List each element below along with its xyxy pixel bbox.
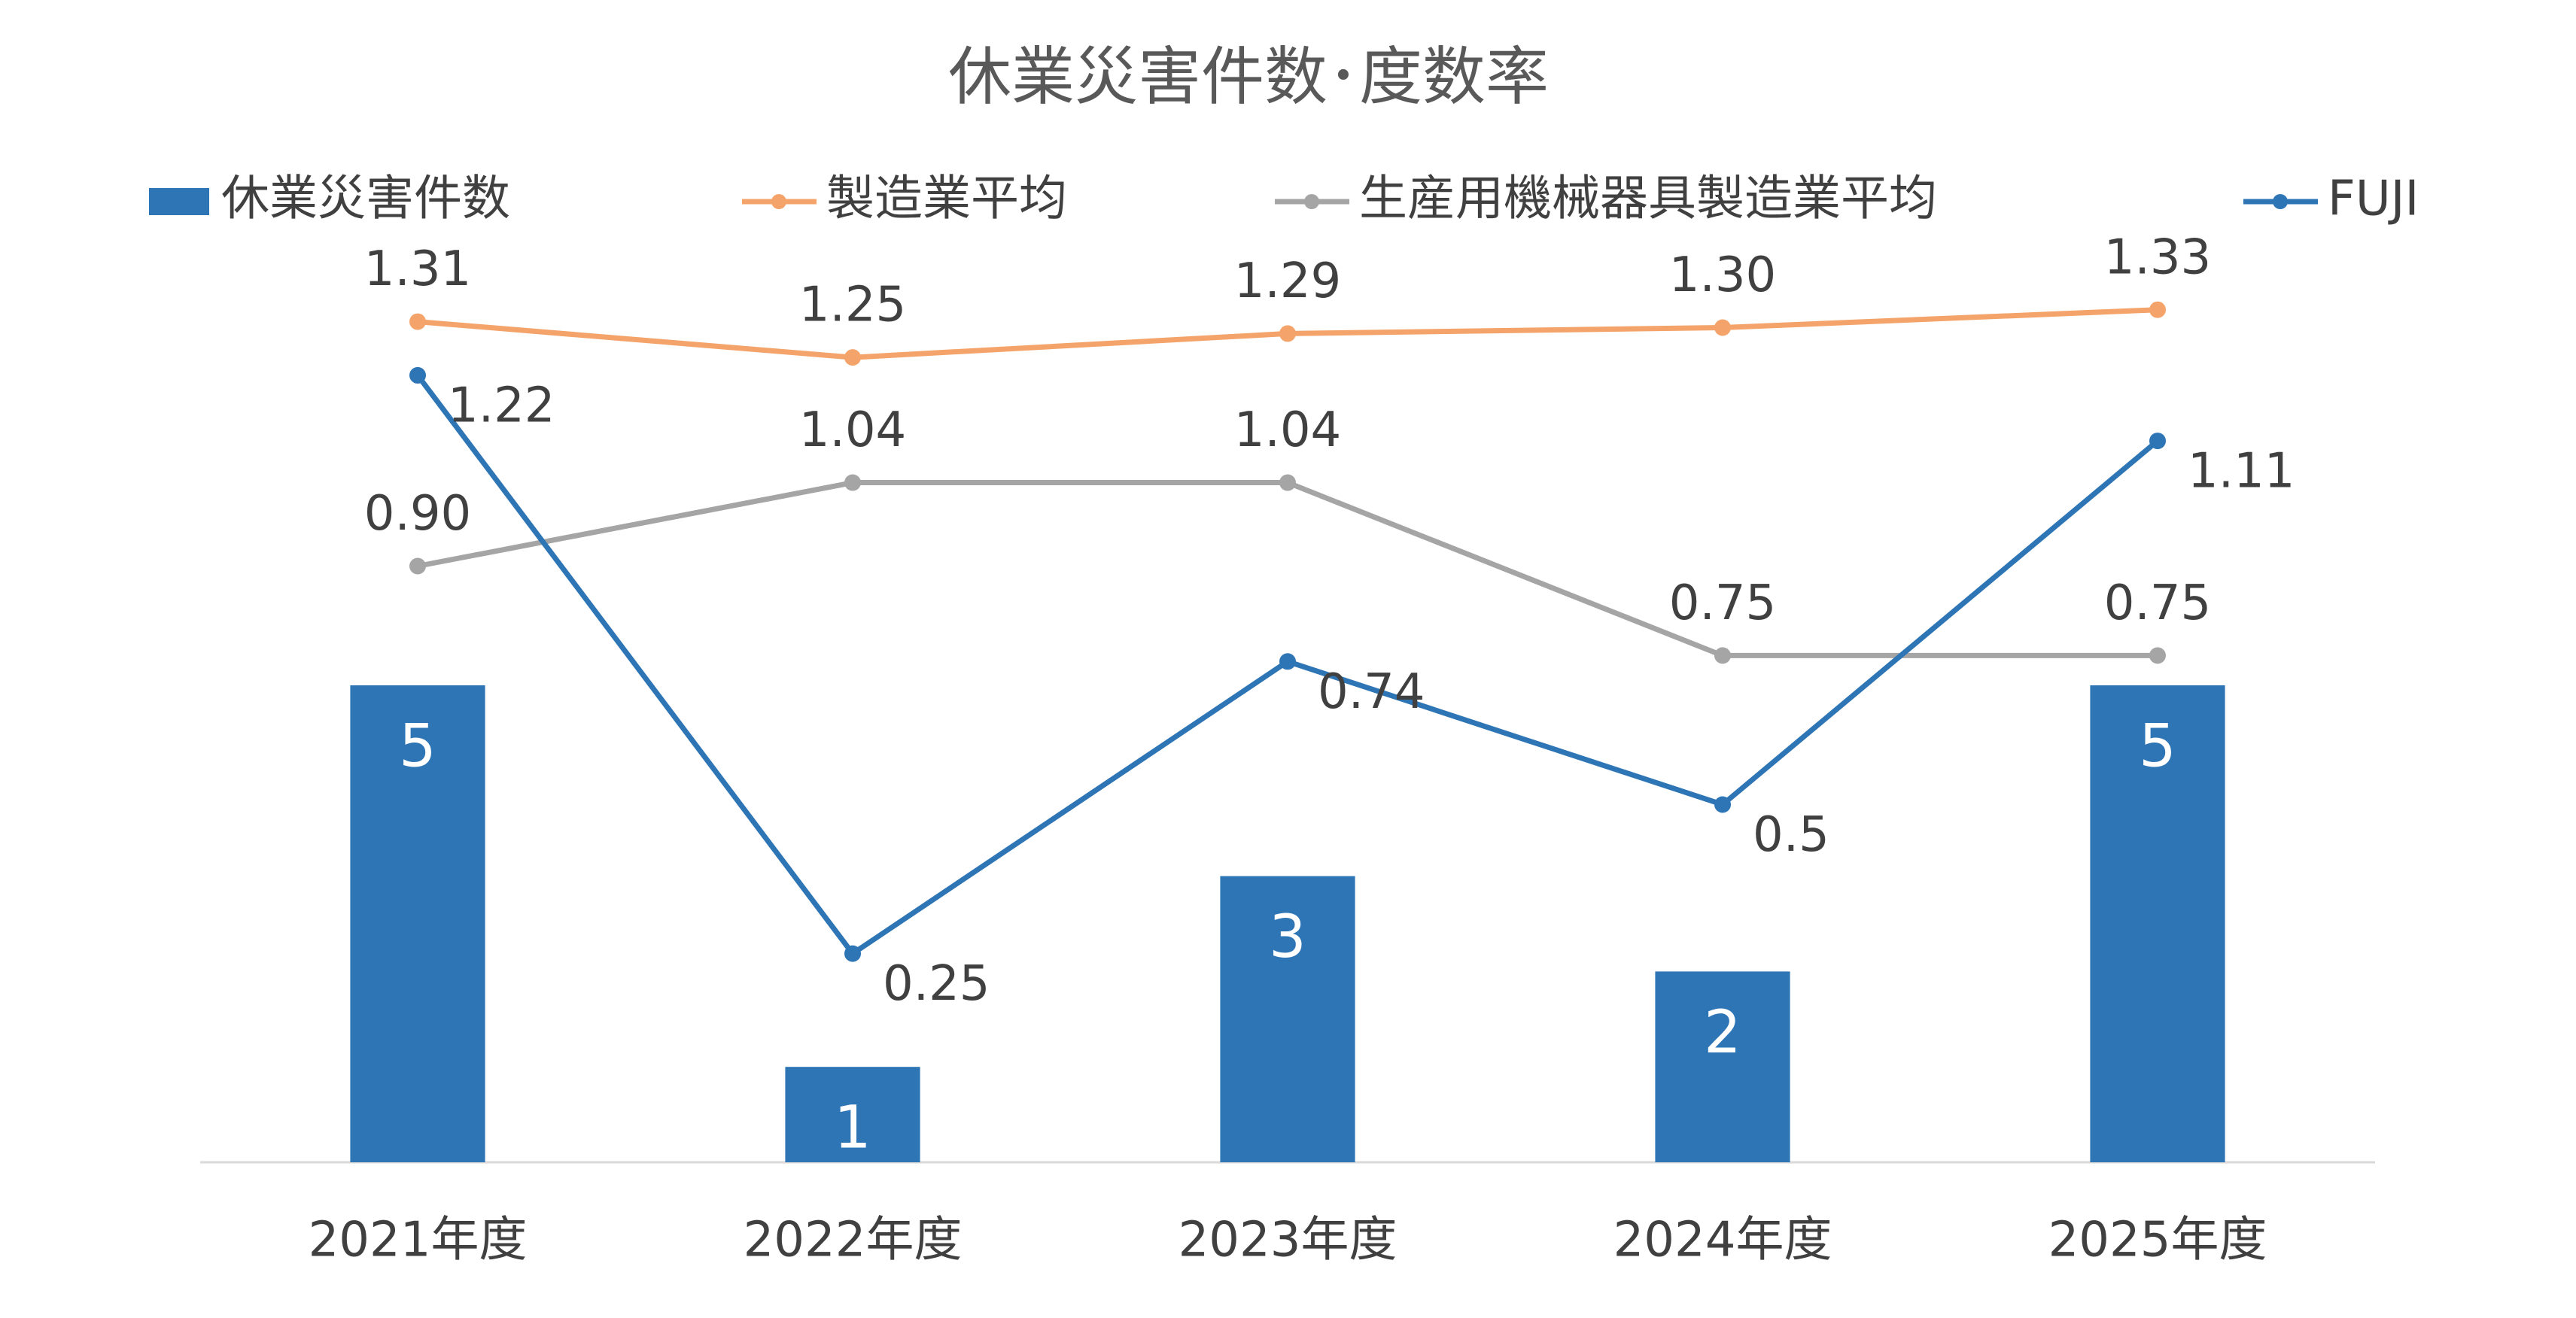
line-marker xyxy=(844,349,861,366)
legend-marker xyxy=(2273,194,2288,209)
bar-label: 5 xyxy=(399,712,436,780)
line-marker xyxy=(1714,647,1731,664)
legend-label: 休業災害件数 xyxy=(221,172,510,227)
data-label: 0.75 xyxy=(2104,575,2212,631)
line-marker xyxy=(2149,301,2166,318)
legend-marker xyxy=(771,194,786,209)
legend-label: 生産用機械器具製造業平均 xyxy=(1359,172,1937,227)
bar-label: 1 xyxy=(834,1095,871,1162)
line-marker xyxy=(2149,433,2166,450)
bar-label: 2 xyxy=(1704,999,1741,1067)
data-label: 1.31 xyxy=(364,241,472,297)
data-label: 1.11 xyxy=(2188,444,2295,500)
data-label: 1.30 xyxy=(1669,248,1777,303)
data-label: 1.25 xyxy=(799,278,907,333)
line-marker xyxy=(844,474,861,491)
bar xyxy=(350,685,485,1162)
data-label: 0.25 xyxy=(883,956,990,1012)
legend-label: FUJI xyxy=(2328,172,2419,227)
bar-label: 3 xyxy=(1269,903,1306,971)
line xyxy=(417,480,2158,658)
bar-label: 5 xyxy=(2139,712,2176,780)
line-marker xyxy=(1279,325,1296,342)
legend-label: 製造業平均 xyxy=(826,172,1067,227)
line-marker xyxy=(2149,647,2166,664)
x-tick-label: 2022年度 xyxy=(744,1213,963,1268)
bar xyxy=(2090,685,2225,1162)
line-marker xyxy=(1714,796,1731,813)
legend-swatch xyxy=(149,188,209,215)
line-marker xyxy=(844,945,861,962)
x-tick-label: 2025年度 xyxy=(2048,1213,2267,1268)
legend-marker xyxy=(1304,194,1319,209)
bar xyxy=(785,1067,920,1162)
line-marker xyxy=(409,366,426,384)
data-label: 1.04 xyxy=(1234,402,1342,458)
data-label: 0.75 xyxy=(1669,575,1777,631)
x-tick-label: 2023年度 xyxy=(1179,1213,1397,1268)
line-marker xyxy=(1279,474,1296,491)
data-label: 0.5 xyxy=(1753,807,1829,863)
line-marker xyxy=(409,313,426,330)
x-tick-label: 2024年度 xyxy=(1613,1213,1832,1268)
data-label: 1.22 xyxy=(448,378,555,433)
data-label: 0.90 xyxy=(364,486,472,542)
data-label: 0.74 xyxy=(1318,664,1425,720)
data-label: 1.33 xyxy=(2104,229,2212,285)
data-label: 1.04 xyxy=(799,402,907,458)
line-marker xyxy=(1279,653,1296,670)
bar xyxy=(1655,971,1790,1162)
x-tick-label: 2021年度 xyxy=(309,1213,528,1268)
line-marker xyxy=(1714,319,1731,336)
line-marker xyxy=(409,557,426,575)
data-label: 1.29 xyxy=(1234,254,1342,309)
chart-title: 休業災害件数･度数率 xyxy=(948,40,1549,114)
bar xyxy=(1220,876,1355,1162)
